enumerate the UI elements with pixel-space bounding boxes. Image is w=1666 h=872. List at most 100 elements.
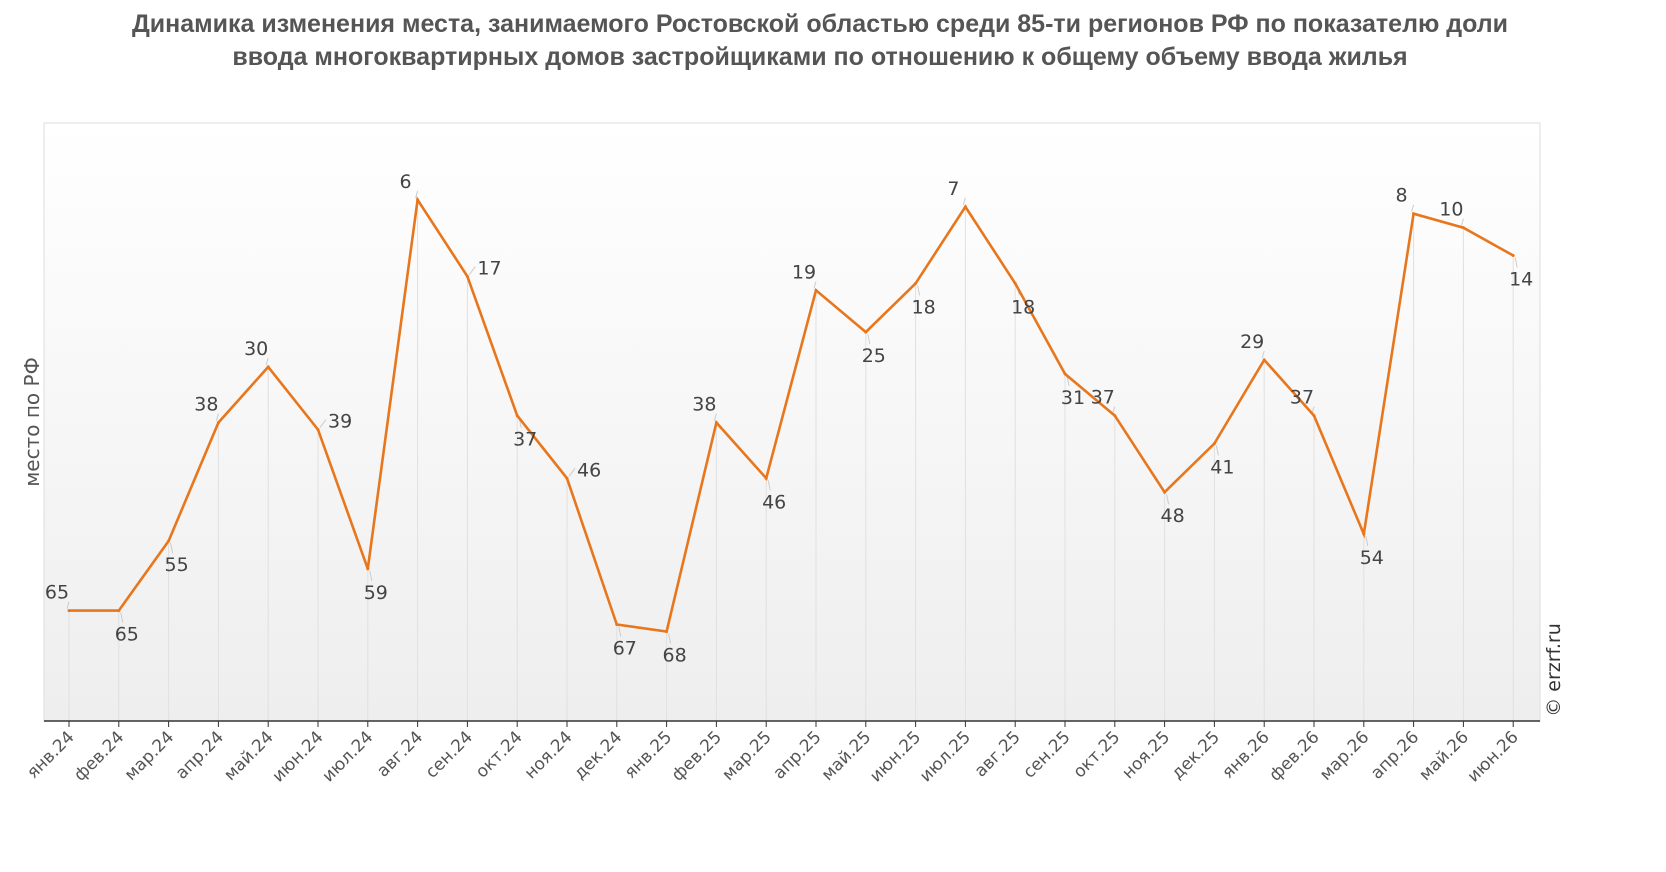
label-leader: [1460, 218, 1464, 226]
label-leader: [215, 413, 219, 421]
x-tick-label: фев.25: [668, 727, 726, 785]
data-point: [167, 539, 171, 543]
chart-title: Динамика изменения места, занимаемого Ро…: [131, 10, 1509, 71]
x-tick-label: май.25: [818, 727, 876, 785]
label-leaders: [66, 190, 1518, 644]
data-label: 14: [1509, 269, 1533, 291]
data-point: [1063, 372, 1067, 376]
data-label: 68: [663, 644, 687, 666]
label-leader: [319, 419, 327, 428]
data-point: [216, 421, 220, 425]
x-tick-label: апр.24: [172, 727, 228, 783]
data-label: 54: [1360, 547, 1384, 569]
x-tick-label: июн.26: [1464, 727, 1523, 786]
y-axis-label: место по РФ: [20, 357, 44, 487]
label-leader: [668, 633, 672, 644]
data-label: 6: [400, 171, 412, 193]
x-tick-label: окт.25: [1069, 727, 1124, 782]
label-leader: [1411, 204, 1415, 212]
label-leader: [568, 468, 576, 477]
x-tick-label: авг.24: [373, 727, 427, 781]
label-leader: [468, 266, 476, 275]
data-label: 30: [244, 338, 268, 360]
data-point: [465, 274, 469, 278]
data-label: 46: [577, 459, 601, 481]
data-point: [615, 623, 619, 627]
data-label: 7: [947, 178, 959, 200]
data-point: [1312, 414, 1316, 418]
x-tick-label: июн.25: [866, 727, 925, 786]
data-label: 17: [477, 257, 501, 279]
label-leader: [66, 601, 70, 609]
x-tick-label: фев.26: [1266, 727, 1324, 785]
label-leader: [867, 334, 871, 345]
data-point: [1511, 254, 1515, 258]
data-point: [1163, 490, 1167, 494]
data-point: [914, 281, 918, 285]
data-point: [1461, 226, 1465, 230]
label-leader: [120, 612, 124, 623]
data-label: 8: [1396, 185, 1408, 207]
data-label: 46: [762, 491, 786, 513]
data-label: 37: [1091, 387, 1115, 409]
x-tick-label: фев.24: [70, 727, 128, 785]
x-tick-label: сен.24: [422, 727, 477, 782]
label-leader: [369, 570, 373, 581]
data-point: [963, 205, 967, 209]
data-point: [764, 476, 768, 480]
x-tick-label: мар.24: [121, 727, 178, 784]
label-leader: [767, 480, 771, 491]
data-label: 59: [364, 582, 388, 604]
data-point: [416, 198, 420, 202]
x-tick-label: май.24: [220, 727, 278, 785]
data-point: [1212, 442, 1216, 445]
data-point: [316, 428, 320, 432]
x-tick-label: авг.25: [971, 727, 1025, 781]
data-label: 18: [912, 296, 936, 318]
data-point: [515, 414, 519, 418]
data-label: 19: [792, 261, 816, 283]
data-label: 48: [1161, 505, 1185, 527]
x-tick-label: янв.24: [23, 727, 78, 782]
x-tick-label: ноя.25: [1118, 727, 1174, 783]
x-tick-label: июл.24: [318, 727, 377, 786]
data-points: [67, 198, 1515, 633]
label-leader: [265, 357, 269, 366]
data-label: 38: [692, 394, 716, 416]
data-point: [714, 421, 718, 425]
x-tick-label: дек.25: [1168, 727, 1224, 783]
data-label: 25: [862, 345, 886, 367]
data-point: [864, 330, 868, 334]
x-tick-label: окт.24: [472, 727, 527, 782]
data-label: 38: [194, 394, 218, 416]
data-labels: 65 65 55 38 30 39 59 6 17 37 46 67 68 38 46 19 25 18 7 18 31…: [45, 171, 1533, 667]
x-tick-label: сен.25: [1019, 727, 1074, 782]
label-leader: [1215, 445, 1219, 456]
data-point: [117, 609, 121, 613]
label-leader: [1514, 257, 1518, 268]
label-leader: [1261, 350, 1265, 359]
label-leader: [1166, 494, 1170, 505]
data-point: [1113, 414, 1117, 418]
data-point: [814, 288, 818, 292]
label-leader: [618, 626, 622, 637]
label-leader: [962, 197, 966, 205]
x-tick-label: май.26: [1415, 727, 1473, 785]
x-tick-label: янв.26: [1218, 727, 1273, 782]
data-point: [665, 629, 669, 633]
x-tick-label: июн.24: [268, 727, 327, 786]
data-point: [1262, 358, 1266, 362]
data-label: 29: [1240, 331, 1264, 353]
plot-area: [43, 122, 1541, 722]
label-leader: [917, 285, 921, 296]
label-leader: [713, 413, 717, 421]
x-tick-labels: янв.24фев.24мар.24апр.24май.24июн.24июл.…: [23, 727, 1523, 786]
data-point: [565, 476, 569, 480]
data-label: 65: [115, 624, 139, 646]
data-label: 37: [1290, 387, 1314, 409]
x-tick-label: июл.25: [916, 727, 975, 786]
vertical-gridlines: [68, 199, 1514, 720]
label-leader: [170, 542, 174, 554]
x-tick-label: апр.26: [1367, 727, 1423, 783]
